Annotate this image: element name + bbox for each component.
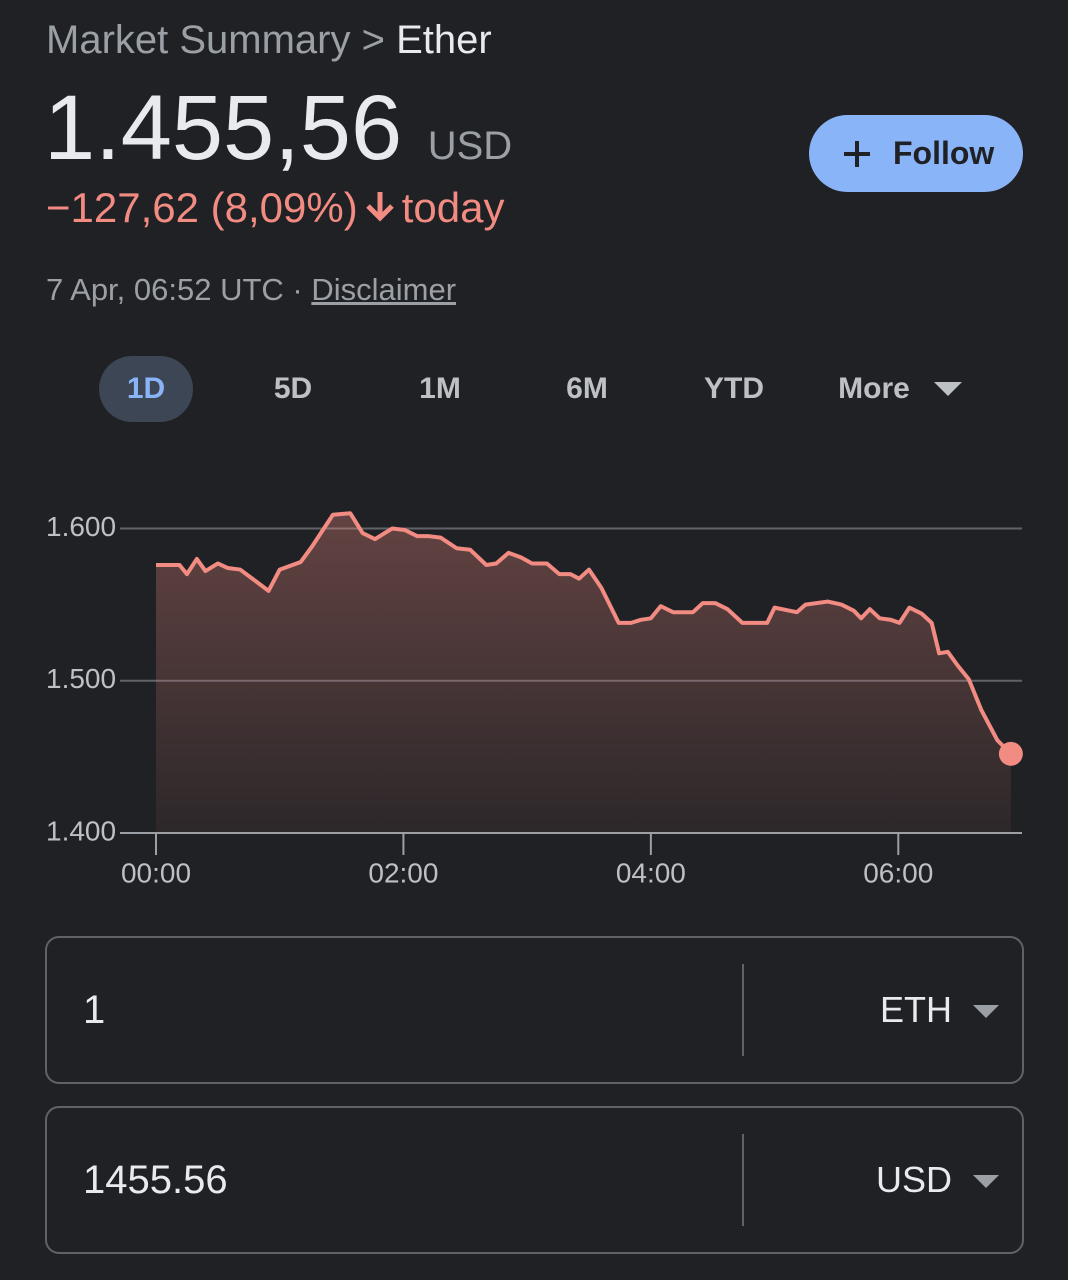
page-title: Ether	[396, 18, 492, 62]
dropdown-arrow	[973, 1175, 999, 1188]
down-arrow	[365, 192, 394, 222]
x-tick-label: 00:00	[121, 857, 191, 888]
price-currency: USD	[427, 124, 513, 168]
x-tick-label: 02:00	[368, 857, 438, 888]
converter-row: 1455.56 USD	[45, 1106, 1024, 1254]
change-value: −127,62 (8,09%)	[46, 184, 358, 231]
amount-input[interactable]: 1455.56	[83, 1158, 228, 1202]
range-tab[interactable]: 1D	[99, 356, 193, 422]
dropdown-arrow	[934, 382, 962, 396]
follow-label: Follow	[893, 135, 995, 171]
range-tab[interactable]: YTD	[704, 372, 764, 405]
currency-label: ETH	[880, 989, 952, 1030]
divider	[742, 1134, 744, 1226]
x-tick-label: 06:00	[863, 857, 933, 888]
change-suffix: today	[401, 184, 505, 231]
area	[156, 513, 1011, 833]
divider	[742, 964, 744, 1056]
range-tab[interactable]: 1M	[419, 372, 461, 405]
price: 1.455,56 USD	[44, 76, 512, 181]
timestamp: 7 Apr, 06:52 UTC ·	[46, 272, 303, 307]
last-point	[998, 741, 1023, 766]
currency-label: USD	[875, 1159, 952, 1200]
y-tick-label: 1.600	[46, 511, 116, 542]
y-tick-label: 1.500	[46, 663, 116, 694]
amount-input[interactable]: 1	[83, 988, 106, 1032]
range-tab[interactable]: 5D	[273, 372, 313, 405]
range-tab[interactable]: More	[838, 372, 910, 405]
converter-row: 1 ETH	[45, 936, 1024, 1084]
breadcrumb-link[interactable]: Market Summary	[46, 18, 351, 62]
x-tick-label: 04:00	[616, 857, 686, 888]
price-value: 1.455,56	[44, 77, 403, 179]
disclaimer-link[interactable]: Disclaimer	[311, 272, 457, 307]
separator: >	[361, 18, 385, 62]
plus-icon	[844, 141, 870, 167]
follow-button[interactable]: Follow	[809, 115, 1023, 192]
timestamp-row: 7 Apr, 06:52 UTC · Disclaimer	[46, 272, 456, 308]
price-line	[156, 511, 1013, 756]
y-tick-label: 1.400	[46, 815, 116, 846]
price-change: −127,62 (8,09%) today	[46, 184, 504, 232]
breadcrumb: Market Summary > Ether	[46, 18, 492, 63]
chart: 1.400 1.500 1.600 00:00 02:00 04:00 06:00	[46, 511, 1023, 888]
dropdown-arrow	[973, 1005, 999, 1018]
range-tab[interactable]: 6M	[566, 372, 608, 405]
